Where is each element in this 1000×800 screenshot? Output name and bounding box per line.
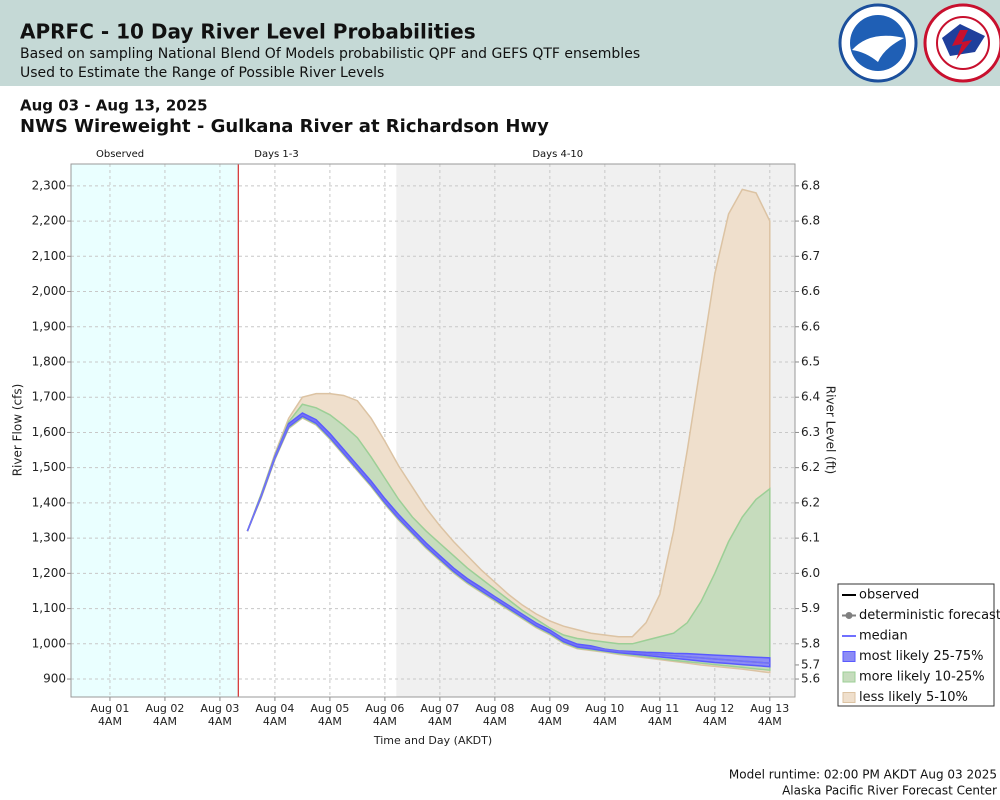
legend-box xyxy=(837,583,995,707)
y-tick-label: 2,200 xyxy=(32,214,66,228)
y-tick-label: 1,600 xyxy=(32,425,66,439)
x-tick-label: Aug 09 xyxy=(530,702,569,715)
legend-swatch xyxy=(842,651,856,662)
header-subtitle: Used to Estimate the Range of Possible R… xyxy=(20,65,384,81)
y-tick-label: 1,500 xyxy=(32,460,66,474)
y2-tick-label: 6.0 xyxy=(801,566,820,580)
legend-swatch xyxy=(842,671,856,683)
legend-label: deterministic forecast xyxy=(859,608,1000,623)
y-tick-label: 2,100 xyxy=(32,249,66,263)
y2-tick-label: 6.6 xyxy=(801,284,820,298)
x-tick-label: 4AM xyxy=(98,715,122,728)
y2-tick-label: 6.2 xyxy=(801,495,820,509)
y2-tick-label: 6.7 xyxy=(801,249,820,263)
header-title: APRFC - 10 Day River Level Probabilities xyxy=(20,20,476,44)
plot: Observed Days 1-3 Days 4-10 2,300 2,200 2,100… xyxy=(32,149,1000,728)
x-tick-label: 4AM xyxy=(648,715,672,728)
probability-band xyxy=(246,412,771,668)
x-tick-label: Aug 02 xyxy=(145,702,184,715)
x-tick-label: Aug 01 xyxy=(90,702,129,715)
y-tick-label: 1,200 xyxy=(32,566,66,580)
y2-tick-label: 5.8 xyxy=(801,636,820,650)
y-tick-label: 2,300 xyxy=(32,178,66,192)
y2-tick-label: 5.9 xyxy=(801,601,820,615)
y2-tick-label: 6.6 xyxy=(801,319,820,333)
y2-axis-label: River Level (ft) xyxy=(824,386,838,474)
date-range: Aug 03 - Aug 13, 2025 xyxy=(20,97,208,115)
x-tick-label: 4AM xyxy=(153,715,177,728)
y2-tick-label: 6.1 xyxy=(801,531,820,545)
nws-logo xyxy=(923,3,1000,83)
plot-border xyxy=(70,163,796,698)
noaa-logo xyxy=(838,3,918,83)
y-tick-label: 1,100 xyxy=(32,601,66,615)
y-tick-label: 1,400 xyxy=(32,495,66,509)
x-tick-label: 4AM xyxy=(263,715,287,728)
y-tick-label: 1,800 xyxy=(32,354,66,368)
footer-text: Alaska Pacific River Forecast Center xyxy=(782,784,997,798)
x-tick-label: Aug 05 xyxy=(310,702,349,715)
region-label: Days 4-10 xyxy=(532,149,583,160)
y-tick-label: 1,000 xyxy=(32,636,66,650)
x-tick-label: Aug 07 xyxy=(420,702,459,715)
footer-text: Model runtime: 02:00 PM AKDT Aug 03 2025 xyxy=(729,768,997,782)
x-tick-label: Aug 08 xyxy=(475,702,514,715)
x-tick-label: Aug 03 xyxy=(200,702,239,715)
x-tick-label: 4AM xyxy=(428,715,452,728)
x-tick-label: Aug 10 xyxy=(585,702,624,715)
forecast-region xyxy=(71,164,239,697)
legend-label: less likely 5-10% xyxy=(859,690,968,705)
header-subtitle: Based on sampling National Blend Of Mode… xyxy=(20,46,640,62)
x-tick-label: Aug 13 xyxy=(750,702,789,715)
x-tick-label: 4AM xyxy=(318,715,342,728)
y2-tick-label: 5.6 xyxy=(801,672,820,686)
x-tick-label: 4AM xyxy=(373,715,397,728)
region-label: Days 1-3 xyxy=(254,149,298,160)
legend-marker xyxy=(845,612,853,619)
y2-tick-label: 6.3 xyxy=(801,425,820,439)
legend-label: more likely 10-25% xyxy=(859,670,985,685)
y-tick-label: 2,000 xyxy=(32,284,66,298)
series-line xyxy=(246,413,770,664)
x-tick-label: 4AM xyxy=(208,715,232,728)
legend-label: observed xyxy=(859,588,919,603)
legend-swatch xyxy=(842,692,856,703)
y2-tick-label: 5.7 xyxy=(801,657,820,671)
y-tick-label: 900 xyxy=(43,672,66,686)
x-axis-label: Time and Day (AKDT) xyxy=(373,734,492,747)
y2-tick-label: 6.5 xyxy=(801,354,820,368)
y2-tick-label: 6.2 xyxy=(801,460,820,474)
header-band xyxy=(0,0,1000,86)
x-tick-label: 4AM xyxy=(538,715,562,728)
y2-tick-label: 6.8 xyxy=(801,214,820,228)
y-tick-label: 1,700 xyxy=(32,390,66,404)
x-tick-label: Aug 06 xyxy=(365,702,404,715)
y2-tick-label: 6.4 xyxy=(801,390,820,404)
x-tick-label: Aug 12 xyxy=(695,702,734,715)
region-label: Observed xyxy=(96,149,144,160)
legend-label: median xyxy=(859,629,908,644)
y-tick-label: 1,300 xyxy=(32,531,66,545)
y2-tick-label: 6.8 xyxy=(801,178,820,192)
x-tick-label: 4AM xyxy=(483,715,507,728)
y-tick-label: 1,900 xyxy=(32,319,66,333)
x-tick-label: 4AM xyxy=(593,715,617,728)
legend-label: most likely 25-75% xyxy=(859,649,983,664)
x-tick-label: 4AM xyxy=(758,715,782,728)
chart-title: NWS Wireweight - Gulkana River at Richar… xyxy=(20,116,549,137)
y-axis-label: River Flow (cfs) xyxy=(11,384,25,477)
x-tick-label: Aug 11 xyxy=(640,702,679,715)
x-tick-label: Aug 04 xyxy=(255,702,294,715)
x-tick-label: 4AM xyxy=(703,715,727,728)
